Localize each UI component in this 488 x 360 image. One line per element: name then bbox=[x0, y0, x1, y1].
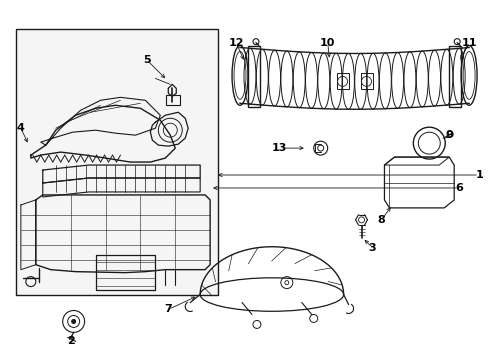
Text: 1: 1 bbox=[474, 170, 482, 180]
Text: 13: 13 bbox=[272, 143, 287, 153]
Bar bbox=[247, 46, 260, 107]
Text: 5: 5 bbox=[143, 55, 151, 66]
Text: 4: 4 bbox=[17, 123, 25, 133]
Text: 12: 12 bbox=[228, 37, 244, 48]
Text: 8: 8 bbox=[377, 215, 385, 225]
Text: 10: 10 bbox=[319, 37, 335, 48]
Text: 7: 7 bbox=[164, 305, 172, 315]
Bar bbox=[166, 95, 180, 105]
Text: 3: 3 bbox=[368, 243, 376, 253]
Bar bbox=[360, 73, 372, 89]
Bar bbox=[448, 46, 460, 107]
Bar bbox=[336, 73, 348, 89]
Bar bbox=[16, 28, 218, 294]
Text: 11: 11 bbox=[461, 37, 476, 48]
Text: 9: 9 bbox=[445, 130, 452, 140]
Text: 2: 2 bbox=[67, 336, 74, 346]
Circle shape bbox=[72, 319, 76, 323]
Text: 6: 6 bbox=[454, 183, 462, 193]
